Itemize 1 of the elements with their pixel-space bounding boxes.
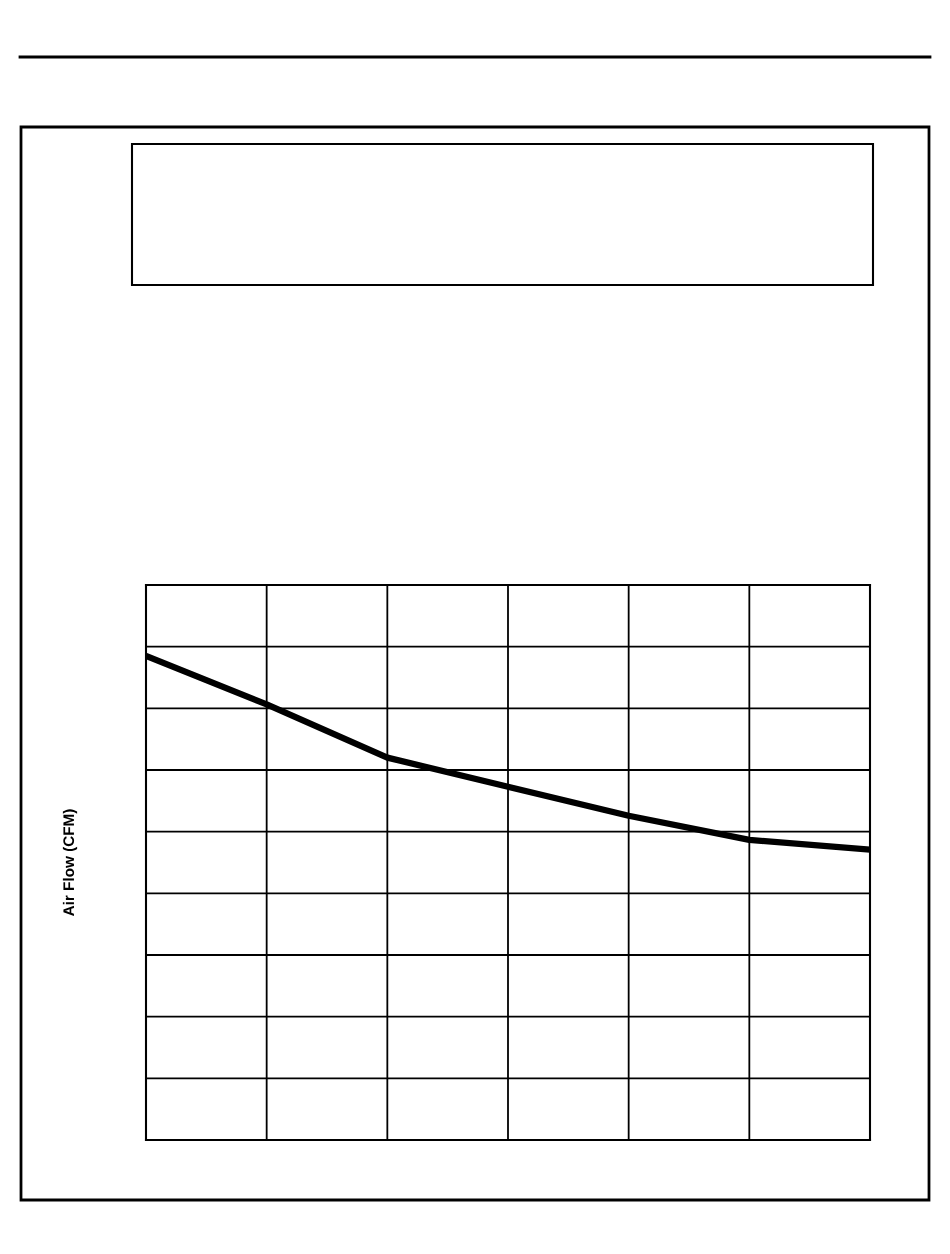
y-axis-title: Air Flow (CFM) — [62, 809, 78, 916]
